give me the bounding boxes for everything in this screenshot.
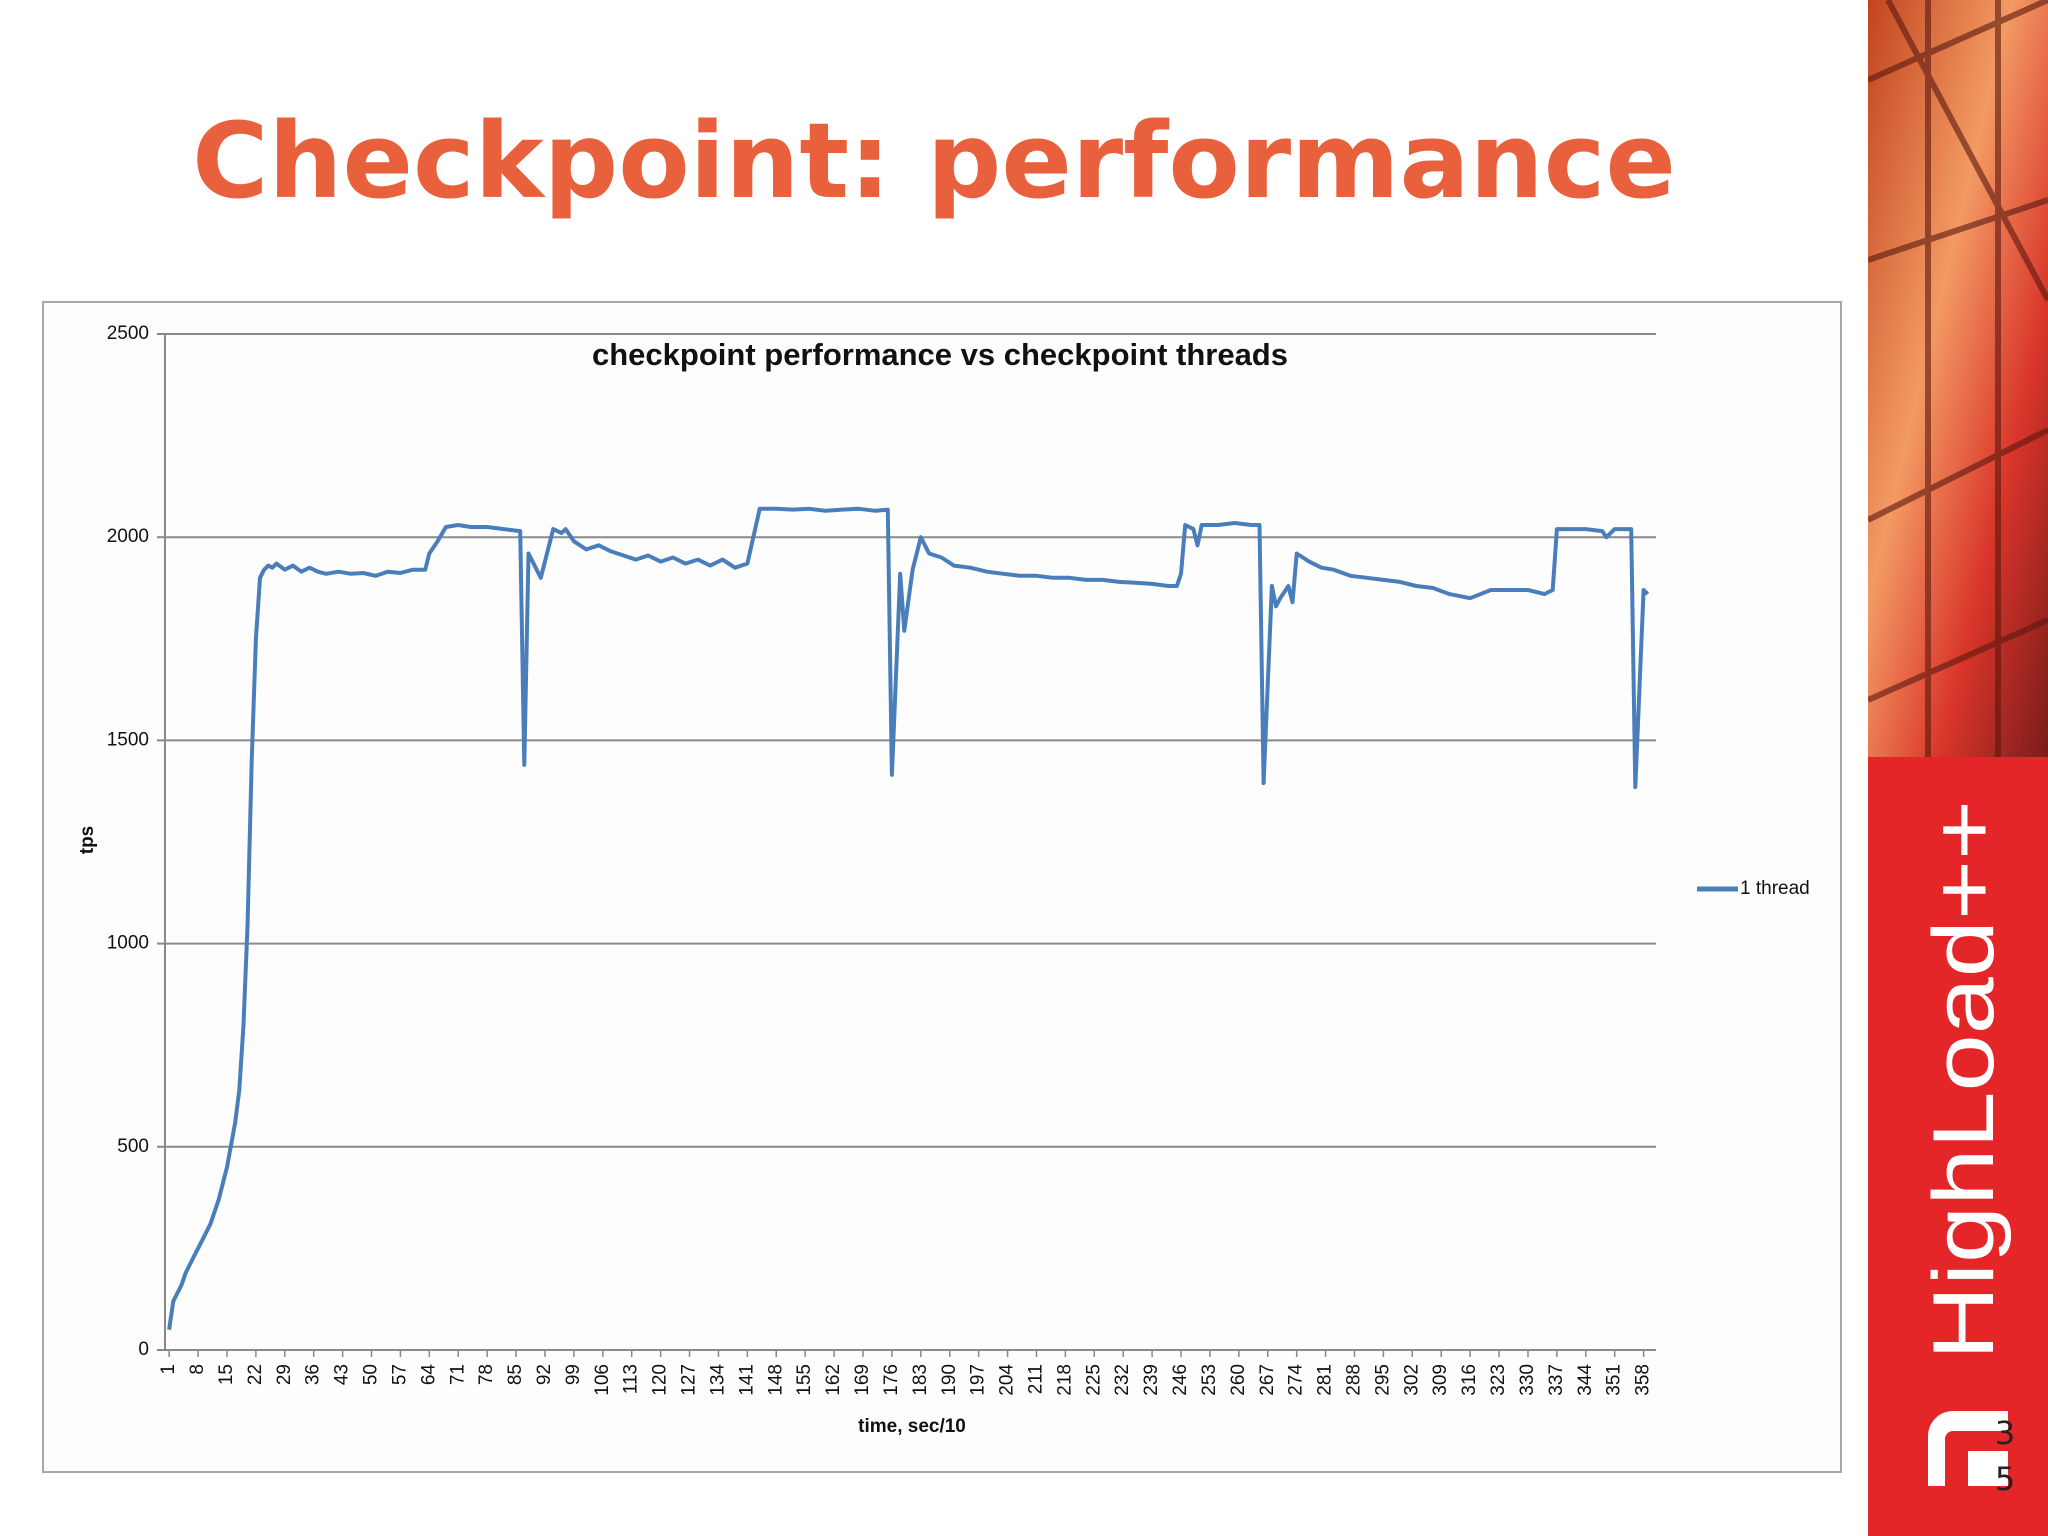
x-tick-label: 330	[1517, 1364, 1538, 1396]
x-tick-label: 225	[1083, 1364, 1104, 1396]
x-tick-label: 260	[1228, 1364, 1249, 1396]
x-tick-label: 64	[418, 1364, 439, 1386]
chart-frame	[42, 301, 1842, 1473]
x-tick-label: 344	[1575, 1364, 1596, 1396]
x-tick-label: 218	[1054, 1364, 1075, 1396]
x-tick-label: 15	[216, 1364, 237, 1385]
data-line	[167, 506, 1650, 1330]
x-tick-label: 190	[939, 1364, 960, 1396]
legend-label: 1 thread	[1740, 878, 1810, 899]
y-tick-label: 2000	[107, 526, 149, 547]
x-tick-label: 267	[1257, 1364, 1278, 1396]
x-tick-label: 176	[881, 1364, 902, 1396]
page-number: 35	[1994, 1414, 2016, 1498]
y-tick-label: 0	[138, 1339, 149, 1360]
x-tick-label: 127	[679, 1364, 700, 1396]
x-tick-label: 134	[707, 1364, 728, 1396]
x-tick-label: 316	[1459, 1364, 1480, 1396]
brand-banner: HighLoad++	[1868, 0, 2048, 1536]
y-tick-label: 1000	[107, 933, 149, 954]
chart-title: checkpoint performance vs checkpoint thr…	[592, 337, 1288, 372]
x-tick-label: 197	[968, 1364, 989, 1396]
x-tick-label: 120	[650, 1364, 671, 1396]
x-tick-label: 155	[794, 1364, 815, 1396]
x-tick-label: 148	[765, 1364, 786, 1396]
x-tick-label: 183	[910, 1364, 931, 1396]
banner-red	[1868, 757, 2048, 1536]
x-tick-label: 232	[1112, 1364, 1133, 1396]
x-tick-label: 211	[1025, 1364, 1046, 1394]
brand-logo: HighLoad++	[1916, 800, 2012, 1360]
x-tick-label: 309	[1430, 1364, 1451, 1396]
x-tick-label: 169	[852, 1364, 873, 1396]
x-tick-label: 57	[389, 1364, 410, 1385]
banner-pattern	[1868, 0, 2048, 757]
x-tick-label: 281	[1315, 1364, 1336, 1396]
x-tick-label: 162	[823, 1364, 844, 1396]
x-tick-label: 274	[1286, 1364, 1307, 1396]
y-axis-label: tps	[77, 826, 98, 855]
x-tick-label: 239	[1141, 1364, 1162, 1396]
banner-image	[1868, 0, 2048, 757]
x-tick-label: 36	[303, 1364, 324, 1385]
x-tick-label: 99	[563, 1364, 584, 1385]
x-tick-label: 78	[476, 1364, 497, 1385]
x-tick-label: 43	[332, 1364, 353, 1385]
x-tick-label: 8	[187, 1364, 208, 1375]
x-tick-label: 71	[447, 1364, 468, 1385]
x-tick-label: 337	[1546, 1364, 1567, 1396]
x-tick-label: 141	[736, 1364, 757, 1396]
y-tick-label: 2500	[107, 323, 149, 344]
brand-icon	[1928, 1411, 2008, 1486]
x-tick-label: 92	[534, 1364, 555, 1385]
x-tick-label: 50	[361, 1364, 382, 1385]
x-tick-label: 253	[1199, 1364, 1220, 1396]
x-axis-label: time, sec/10	[858, 1416, 966, 1437]
x-tick-label: 295	[1372, 1364, 1393, 1396]
x-tick-label: 1	[158, 1364, 179, 1375]
chart: checkpoint performance vs checkpoint thr…	[42, 301, 1842, 1473]
y-tick-label: 1500	[107, 729, 149, 750]
x-tick-label: 85	[505, 1364, 526, 1385]
x-tick-label: 22	[245, 1364, 266, 1385]
x-tick-label: 288	[1344, 1364, 1365, 1396]
x-tick-label: 351	[1604, 1364, 1625, 1396]
x-tick-label: 106	[592, 1364, 613, 1396]
x-tick-label: 204	[997, 1364, 1018, 1396]
x-tick-label: 323	[1488, 1364, 1509, 1396]
x-tick-label: 29	[274, 1364, 295, 1385]
x-tick-label: 302	[1401, 1364, 1422, 1396]
x-tick-label: 113	[621, 1364, 642, 1394]
y-tick-label: 500	[117, 1136, 149, 1157]
x-tick-label: 358	[1633, 1364, 1654, 1396]
slide-title: Checkpoint: performance	[192, 100, 1676, 222]
x-tick-label: 246	[1170, 1364, 1191, 1396]
